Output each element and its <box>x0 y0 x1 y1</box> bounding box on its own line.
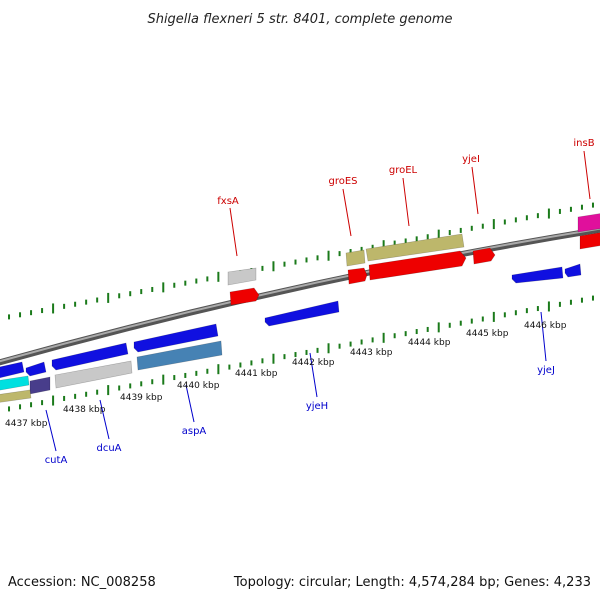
gene-arrow <box>472 247 496 265</box>
tick-label: 4441 kbp <box>235 369 278 379</box>
map-title: Shigella flexneri 5 str. 8401, complete … <box>147 12 452 27</box>
label-lines <box>45 150 591 452</box>
label-leader-line <box>402 177 410 227</box>
gene-arrow <box>564 263 582 278</box>
tick-rows <box>8 202 594 412</box>
footer-accession: Accession: NC_008258 <box>8 575 156 590</box>
label-leader-line <box>583 150 591 200</box>
tick-label: 4445 kbp <box>466 329 509 339</box>
gene-block <box>365 233 465 262</box>
label-leader-line <box>99 399 110 440</box>
label-leader-line <box>471 166 479 215</box>
gene-block <box>0 375 30 391</box>
gene-label-aspA: aspA <box>182 426 207 437</box>
gene-arrow <box>579 232 600 250</box>
tick-label: 4443 kbp <box>350 348 393 358</box>
gene-arrow <box>264 300 340 327</box>
tick-label: 4438 kbp <box>63 405 106 415</box>
gene-label-groES: groES <box>328 176 357 187</box>
footer-summary: Topology: circular; Length: 4,574,284 bp… <box>233 575 591 590</box>
tick-label: 4446 kbp <box>524 321 567 331</box>
forward-gene-labels: fxsA groES groEL yjeI insB <box>217 138 594 207</box>
gene-label-groEL: groEL <box>389 165 418 176</box>
features <box>0 213 600 403</box>
gene-block <box>29 376 51 395</box>
label-leader-line <box>540 311 547 362</box>
gene-label-cutA: cutA <box>45 455 68 466</box>
gene-arrow <box>51 342 129 371</box>
gene-block <box>0 389 32 403</box>
tick-label: 4439 kbp <box>120 393 163 403</box>
label-leader-line <box>342 188 352 237</box>
genome-backbone <box>0 226 600 366</box>
gene-block <box>577 213 600 233</box>
gene-arrow <box>368 250 467 281</box>
gene-label-fxsA: fxsA <box>217 196 239 207</box>
gene-label-yjeH: yjeH <box>306 401 328 412</box>
label-leader-line <box>229 207 238 257</box>
tick-label: 4444 kbp <box>408 338 451 348</box>
gene-block <box>227 267 257 286</box>
gene-label-yjeJ: yjeJ <box>537 365 555 376</box>
gene-block <box>54 360 133 389</box>
gene-arrow <box>511 266 564 284</box>
tick-label: 4440 kbp <box>177 381 220 391</box>
gene-label-yjeI: yjeI <box>462 154 480 165</box>
gene-arrow <box>133 323 219 353</box>
gene-block <box>345 249 366 267</box>
gene-label-insB: insB <box>573 138 594 149</box>
tick-labels: 4437 kbp 4438 kbp 4439 kbp 4440 kbp 4441… <box>5 321 567 429</box>
gene-arrow <box>0 361 25 379</box>
tick-label: 4437 kbp <box>5 419 48 429</box>
label-leader-line <box>45 409 57 452</box>
tick-label: 4442 kbp <box>292 358 335 368</box>
gene-arrow <box>25 361 47 377</box>
gene-arrow <box>229 287 260 306</box>
gene-block <box>136 340 223 371</box>
label-leader-line <box>185 384 195 423</box>
gene-arrow <box>347 267 368 285</box>
gene-label-dcuA: dcuA <box>96 443 121 454</box>
label-leader-line <box>309 352 318 398</box>
reverse-gene-labels: cutA dcuA aspA yjeH yjeJ <box>45 365 555 466</box>
